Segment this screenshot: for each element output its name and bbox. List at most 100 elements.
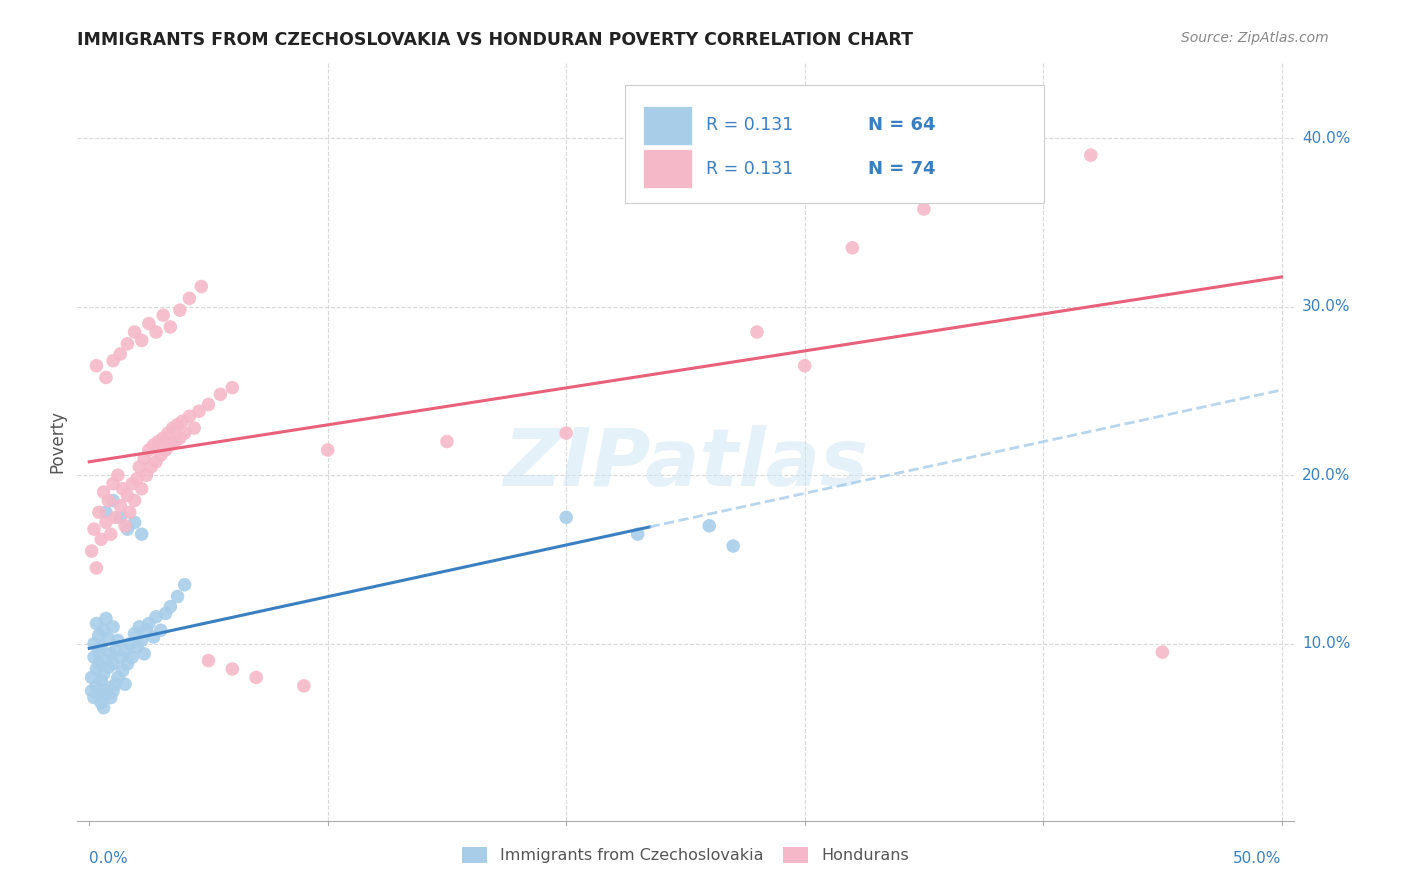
- Point: [132, 451, 155, 466]
- Point: [209, 387, 232, 401]
- Point: [101, 353, 124, 368]
- Point: [135, 624, 157, 638]
- Point: [101, 476, 124, 491]
- Text: N = 64: N = 64: [868, 116, 935, 135]
- Point: [104, 643, 127, 657]
- Point: [149, 448, 172, 462]
- Text: 0.0%: 0.0%: [89, 851, 128, 866]
- Point: [745, 325, 768, 339]
- Point: [555, 426, 578, 441]
- Point: [80, 684, 103, 698]
- Point: [107, 670, 129, 684]
- Point: [245, 670, 267, 684]
- Point: [124, 516, 146, 530]
- Point: [97, 632, 120, 646]
- Point: [316, 442, 339, 457]
- Point: [131, 482, 153, 496]
- Point: [162, 421, 184, 435]
- Point: [114, 643, 136, 657]
- Point: [142, 438, 165, 452]
- Text: 50.0%: 50.0%: [1233, 851, 1282, 866]
- Point: [173, 426, 195, 441]
- Text: 20.0%: 20.0%: [1302, 467, 1350, 483]
- Point: [152, 308, 174, 322]
- Point: [121, 476, 143, 491]
- Point: [86, 616, 108, 631]
- FancyBboxPatch shape: [624, 85, 1045, 202]
- Point: [132, 647, 155, 661]
- Point: [125, 472, 148, 486]
- Point: [107, 468, 129, 483]
- Point: [155, 607, 177, 621]
- Point: [138, 616, 160, 631]
- Point: [187, 404, 211, 418]
- Point: [145, 325, 167, 339]
- Point: [93, 485, 115, 500]
- Point: [128, 620, 150, 634]
- Point: [118, 637, 141, 651]
- Point: [90, 673, 112, 688]
- Point: [1152, 645, 1174, 659]
- Point: [87, 645, 110, 659]
- Point: [135, 468, 157, 483]
- Point: [117, 657, 139, 671]
- Point: [100, 527, 122, 541]
- Point: [114, 518, 136, 533]
- Point: [169, 431, 191, 445]
- Point: [83, 522, 105, 536]
- Point: [97, 493, 120, 508]
- Point: [125, 640, 148, 654]
- Point: [152, 431, 174, 445]
- Point: [793, 359, 815, 373]
- Point: [80, 670, 103, 684]
- Point: [292, 679, 315, 693]
- Point: [86, 679, 108, 693]
- Point: [87, 687, 110, 701]
- Point: [94, 654, 117, 668]
- Point: [221, 662, 243, 676]
- Point: [101, 684, 124, 698]
- Point: [148, 434, 170, 449]
- Point: [166, 417, 188, 432]
- Point: [94, 611, 117, 625]
- Text: R = 0.131: R = 0.131: [706, 116, 793, 135]
- Point: [128, 459, 150, 474]
- Point: [221, 381, 243, 395]
- Text: R = 0.131: R = 0.131: [706, 160, 793, 178]
- Point: [111, 664, 134, 678]
- Point: [912, 202, 935, 216]
- Point: [721, 539, 744, 553]
- Point: [110, 650, 132, 665]
- Point: [107, 633, 129, 648]
- Point: [121, 650, 143, 665]
- Point: [159, 320, 181, 334]
- Point: [165, 434, 187, 449]
- Point: [179, 291, 201, 305]
- Point: [87, 657, 110, 671]
- Point: [166, 590, 188, 604]
- Point: [94, 505, 117, 519]
- Point: [110, 510, 132, 524]
- FancyBboxPatch shape: [643, 149, 692, 188]
- Point: [100, 690, 122, 705]
- Point: [627, 527, 650, 541]
- Point: [90, 533, 112, 547]
- Point: [104, 677, 127, 691]
- Point: [93, 624, 115, 638]
- Point: [197, 654, 219, 668]
- Point: [169, 303, 191, 318]
- Point: [124, 325, 146, 339]
- Point: [131, 527, 153, 541]
- Legend: Immigrants from Czechoslovakia, Hondurans: Immigrants from Czechoslovakia, Honduran…: [456, 840, 915, 870]
- Point: [80, 544, 103, 558]
- Point: [97, 660, 120, 674]
- Point: [83, 690, 105, 705]
- Point: [436, 434, 458, 449]
- Point: [155, 442, 177, 457]
- Point: [697, 518, 720, 533]
- Point: [131, 633, 153, 648]
- Point: [86, 662, 108, 676]
- Point: [117, 522, 139, 536]
- Point: [94, 516, 117, 530]
- Y-axis label: Poverty: Poverty: [48, 410, 66, 473]
